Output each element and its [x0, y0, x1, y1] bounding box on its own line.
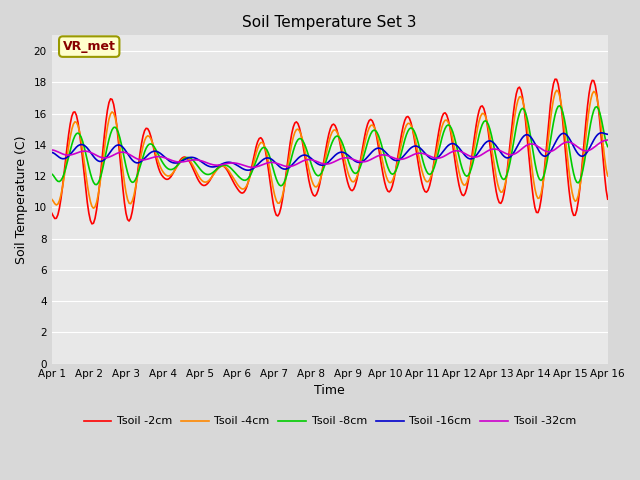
Tsoil -16cm — [116, 142, 124, 148]
Tsoil -16cm — [244, 168, 252, 173]
Tsoil -32cm — [48, 147, 56, 153]
Tsoil -8cm — [576, 178, 584, 184]
Tsoil -16cm — [214, 163, 221, 169]
Tsoil -8cm — [292, 139, 300, 145]
Tsoil -16cm — [598, 130, 605, 136]
Tsoil -32cm — [604, 137, 612, 143]
Tsoil -4cm — [576, 184, 584, 190]
Tsoil -8cm — [116, 135, 124, 141]
Line: Tsoil -2cm: Tsoil -2cm — [52, 79, 608, 224]
Tsoil -16cm — [292, 157, 300, 163]
Tsoil -4cm — [215, 165, 223, 170]
X-axis label: Time: Time — [314, 384, 345, 397]
Line: Tsoil -4cm: Tsoil -4cm — [52, 90, 608, 208]
Tsoil -4cm — [292, 127, 300, 132]
Tsoil -32cm — [232, 160, 240, 166]
Y-axis label: Soil Temperature (C): Soil Temperature (C) — [15, 135, 28, 264]
Tsoil -2cm — [234, 186, 241, 192]
Line: Tsoil -8cm: Tsoil -8cm — [52, 106, 608, 186]
Tsoil -8cm — [214, 166, 221, 171]
Tsoil -2cm — [243, 184, 251, 190]
Tsoil -8cm — [604, 144, 612, 149]
Tsoil -4cm — [234, 181, 241, 187]
Tsoil -32cm — [214, 162, 221, 168]
Tsoil -4cm — [243, 182, 251, 188]
Line: Tsoil -16cm: Tsoil -16cm — [52, 133, 608, 170]
Tsoil -16cm — [48, 149, 56, 155]
Tsoil -16cm — [232, 162, 240, 168]
Tsoil -16cm — [604, 132, 612, 137]
Tsoil -32cm — [292, 161, 300, 167]
Tsoil -8cm — [232, 171, 240, 177]
Tsoil -8cm — [277, 183, 285, 189]
Line: Tsoil -32cm: Tsoil -32cm — [52, 140, 608, 168]
Tsoil -4cm — [118, 156, 125, 162]
Tsoil -2cm — [551, 76, 559, 82]
Tsoil -32cm — [249, 165, 257, 170]
Title: Soil Temperature Set 3: Soil Temperature Set 3 — [243, 15, 417, 30]
Tsoil -2cm — [88, 221, 96, 227]
Tsoil -32cm — [575, 144, 582, 150]
Tsoil -2cm — [576, 186, 584, 192]
Tsoil -8cm — [241, 178, 249, 183]
Tsoil -16cm — [575, 151, 582, 157]
Legend: Tsoil -2cm, Tsoil -4cm, Tsoil -8cm, Tsoil -16cm, Tsoil -32cm: Tsoil -2cm, Tsoil -4cm, Tsoil -8cm, Tsoi… — [79, 412, 580, 431]
Tsoil -8cm — [556, 103, 563, 108]
Tsoil -4cm — [48, 196, 56, 202]
Tsoil -2cm — [604, 196, 612, 202]
Tsoil -32cm — [116, 150, 124, 156]
Tsoil -2cm — [292, 119, 300, 125]
Text: VR_met: VR_met — [63, 40, 116, 53]
Tsoil -4cm — [553, 87, 561, 93]
Tsoil -4cm — [90, 205, 97, 211]
Tsoil -4cm — [604, 173, 612, 179]
Tsoil -16cm — [241, 167, 249, 173]
Tsoil -2cm — [48, 210, 56, 216]
Tsoil -2cm — [215, 164, 223, 169]
Tsoil -2cm — [118, 170, 125, 176]
Tsoil -32cm — [241, 163, 249, 169]
Tsoil -8cm — [48, 171, 56, 177]
